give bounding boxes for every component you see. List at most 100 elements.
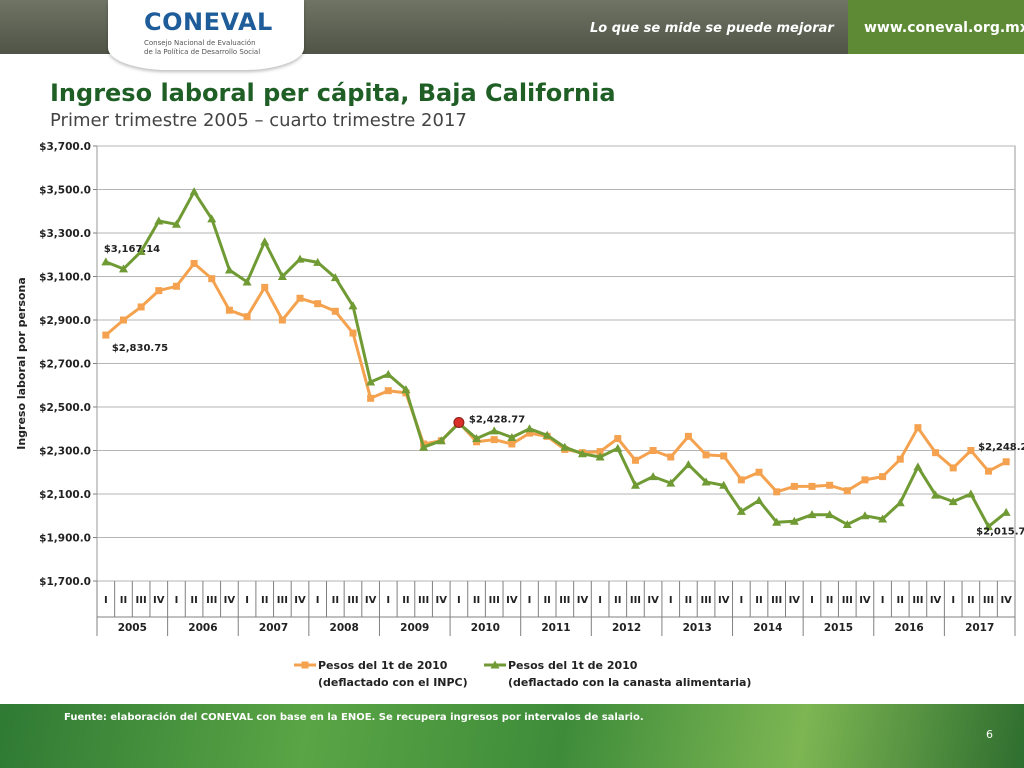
series-2-point	[560, 442, 570, 451]
series-2-point	[825, 510, 835, 519]
legend-series-1-swatch-marker	[301, 661, 309, 669]
x-quarter-label: III	[912, 595, 923, 606]
series-1-point	[932, 449, 940, 457]
x-quarter-label: I	[175, 595, 179, 606]
x-quarter-label: II	[120, 595, 127, 606]
x-quarter-label: I	[316, 595, 320, 606]
series-1-point	[896, 455, 904, 463]
line-chart: $1,700.0 $1,900.0 $2,100.0 $2,300.0 $2,500.0…	[15, 141, 1024, 689]
series-2-point	[666, 478, 676, 487]
series-2-point	[648, 472, 658, 481]
y-tick-label: $2,900.0	[39, 315, 91, 327]
x-quarter-label: IV	[365, 595, 377, 606]
x-quarter-label: IV	[859, 595, 871, 606]
x-year-label: 2012	[612, 622, 641, 634]
series-1-point	[349, 329, 357, 337]
series-2-point	[383, 369, 393, 378]
y-tick-label: $1,700.0	[39, 576, 91, 588]
series-2-point	[772, 517, 782, 526]
series-2-point	[401, 385, 411, 394]
series-1-point	[790, 482, 798, 490]
series-2-point	[895, 498, 905, 507]
series-2-point	[101, 257, 111, 266]
y-tick-label: $3,100.0	[39, 272, 91, 284]
series-2-point	[207, 214, 217, 223]
x-year-label: 2013	[683, 622, 712, 634]
x-quarter-label: III	[277, 595, 288, 606]
series-1-point	[296, 294, 304, 302]
series-1-point	[755, 468, 763, 476]
data-label: $3,167.14	[104, 244, 160, 255]
x-quarter-label: IV	[789, 595, 801, 606]
series-2-point	[118, 264, 128, 273]
data-label: $2,428.77	[469, 414, 525, 425]
series-1-point	[967, 447, 975, 454]
series-2-point	[419, 442, 429, 451]
series-1-point	[985, 467, 993, 475]
x-quarter-label: IV	[718, 595, 730, 606]
x-quarter-label: I	[669, 595, 673, 606]
x-year-label: 2009	[400, 622, 429, 634]
y-tick-label: $1,900.0	[39, 533, 91, 545]
x-quarter-label: III	[347, 595, 358, 606]
series-2-point	[472, 434, 482, 443]
x-quarter-label: I	[881, 595, 885, 606]
series-2-point	[807, 510, 817, 519]
series-2-point	[595, 452, 605, 461]
series-2-point	[789, 516, 799, 525]
chart-title: Ingreso laboral per cápita, Baja Califor…	[50, 79, 616, 107]
x-quarter-label: IV	[930, 595, 942, 606]
series-1-point	[631, 456, 639, 464]
series-2-point	[701, 477, 711, 486]
series-1-point	[190, 259, 198, 267]
series-2-point	[171, 219, 181, 228]
x-quarter-label: III	[418, 595, 429, 606]
data-label: $2,830.75	[112, 343, 168, 354]
x-quarter-label: III	[700, 595, 711, 606]
legend-series-1-label-line2: (deflactado con el INPC)	[318, 676, 468, 689]
x-quarter-label: II	[967, 595, 974, 606]
header-green-block	[848, 0, 1024, 54]
series-2-point	[136, 246, 146, 255]
series-1-point	[508, 440, 516, 448]
series-1-point	[119, 316, 127, 324]
data-label: $2,015.70	[976, 526, 1024, 537]
y-tick-label: $2,500.0	[39, 402, 91, 414]
series-1-point	[861, 476, 869, 484]
website-link[interactable]: www.coneval.org.mx	[864, 20, 1024, 36]
x-quarter-label: II	[543, 595, 550, 606]
x-quarter-label: III	[206, 595, 217, 606]
footer-band	[0, 704, 1024, 768]
x-quarter-label: III	[983, 595, 994, 606]
series-1-point	[773, 488, 781, 496]
series-2-point	[542, 430, 552, 439]
series-1-point	[155, 287, 163, 295]
logo-subtitle-line1: Consejo Nacional de Evaluación	[144, 39, 256, 47]
legend-series-2-label: Pesos del 1t de 2010	[508, 659, 638, 672]
x-quarter-label: I	[528, 595, 532, 606]
series-1-point	[720, 452, 728, 460]
series-2-point	[436, 436, 446, 445]
coneval-logo[interactable]: CONEVAL Consejo Nacional de Evaluación d…	[108, 0, 304, 70]
x-quarter-label: I	[245, 595, 249, 606]
legend-series-2-swatch-marker	[490, 660, 500, 669]
series-2-point	[189, 187, 199, 196]
series-1-point	[843, 487, 851, 495]
series-1-point	[314, 300, 322, 308]
series-2-point	[489, 426, 499, 435]
x-quarter-label: III	[559, 595, 570, 606]
x-quarter-label: III	[771, 595, 782, 606]
y-tick-label: $3,500.0	[39, 185, 91, 197]
series-2-point	[242, 277, 252, 286]
series-1-point	[331, 307, 339, 315]
x-quarter-label: IV	[506, 595, 518, 606]
x-quarter-label: II	[402, 595, 409, 606]
series-1-point	[208, 275, 216, 283]
y-tick-label: $2,100.0	[39, 489, 91, 501]
header-slogan: Lo que se mide se puede mejorar	[590, 21, 834, 36]
series-1-point	[526, 429, 534, 437]
logo-text: CONEVAL	[144, 8, 273, 36]
x-quarter-label: IV	[577, 595, 589, 606]
series-2-point	[224, 265, 234, 274]
series-1-point	[826, 481, 834, 489]
